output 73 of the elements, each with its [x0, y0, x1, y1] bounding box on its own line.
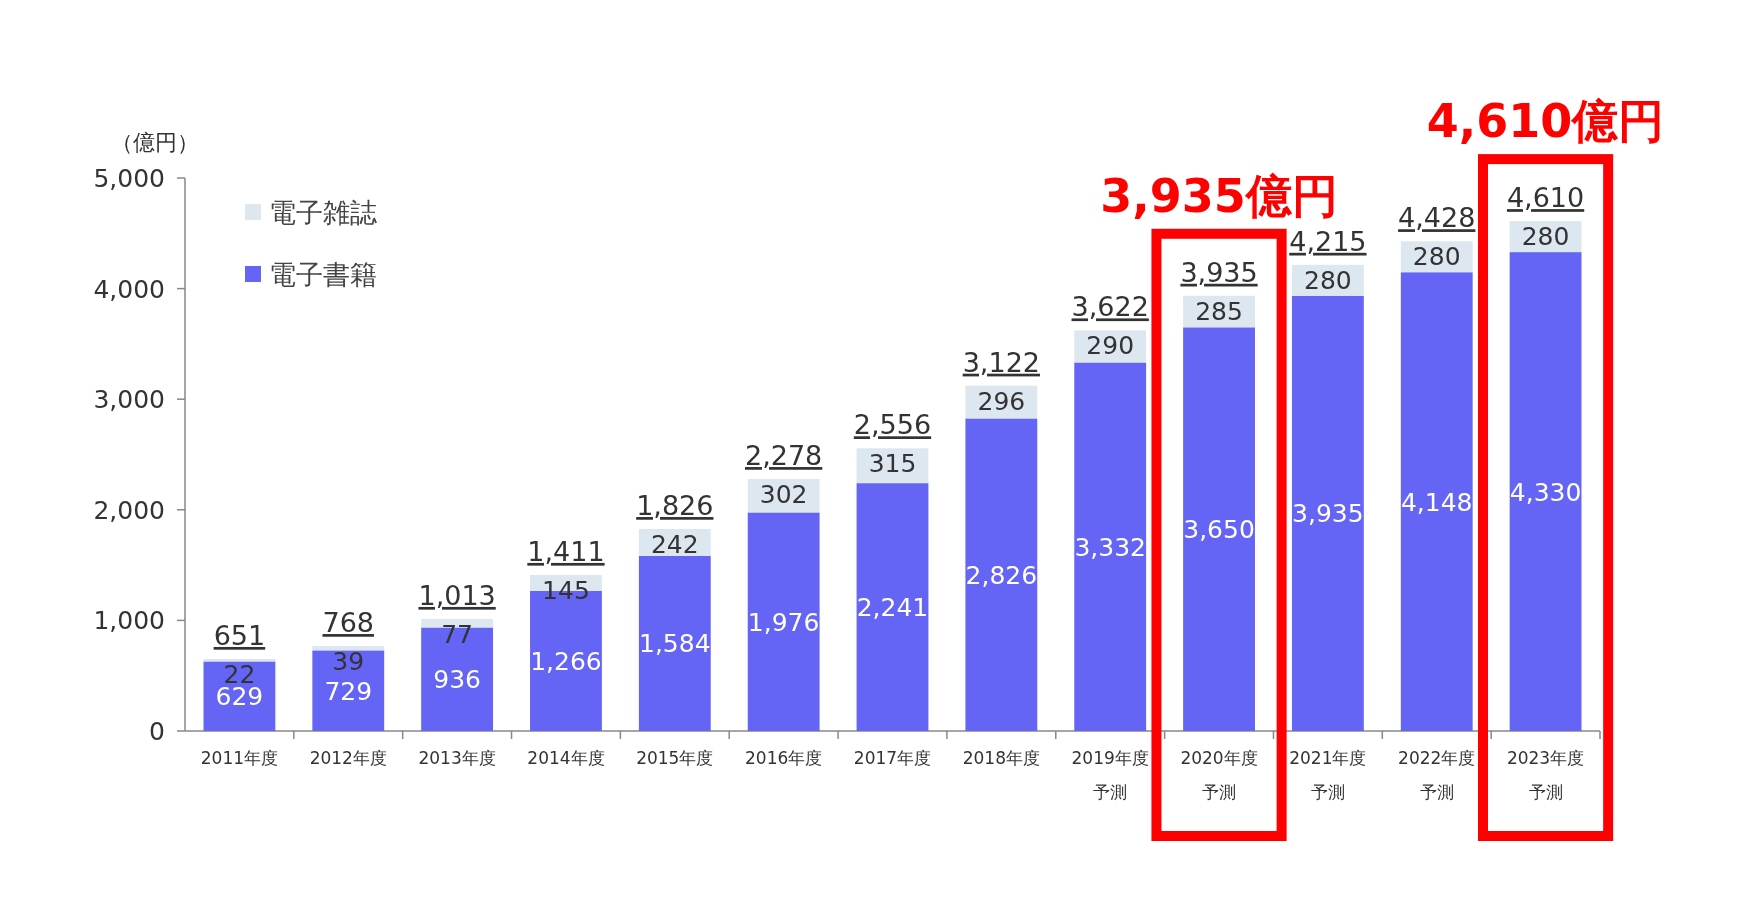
- data-label: 629: [215, 682, 264, 712]
- x-tick-label: 2016年度: [744, 747, 824, 770]
- total-label: 1,411: [527, 535, 605, 567]
- x-tick-label: 2022年度予測: [1397, 747, 1477, 804]
- bar: [312, 650, 385, 731]
- data-label: 1,584: [639, 629, 711, 659]
- total-label: 3,122: [962, 346, 1040, 378]
- y-tick-label: 3,000: [93, 385, 165, 415]
- data-label: 936: [433, 665, 481, 695]
- total-label: 4,428: [1398, 202, 1476, 234]
- total-label: 1,013: [418, 579, 496, 611]
- y-tick-label: 4,000: [93, 274, 165, 304]
- data-label: 729: [324, 676, 373, 706]
- data-label: 2,241: [856, 593, 929, 623]
- data-label: 3,332: [1074, 532, 1146, 562]
- data-label: 280: [1304, 265, 1352, 295]
- data-label: 280: [1521, 222, 1570, 252]
- data-label: 302: [759, 480, 808, 510]
- data-label: 242: [650, 530, 699, 560]
- x-tick-label: 2019年度予測: [1070, 747, 1150, 804]
- y-tick-label: 1,000: [93, 606, 165, 636]
- data-label: 296: [977, 386, 1026, 416]
- total-label: 2,556: [853, 409, 932, 441]
- data-label: 2,826: [965, 560, 1038, 590]
- y-axis-title: （億円）: [111, 130, 199, 155]
- legend-label: 電子雑誌: [269, 197, 377, 228]
- x-tick-label: 2011年度: [199, 747, 280, 770]
- total-label: 651: [213, 620, 266, 651]
- total-label: 4,610: [1506, 182, 1585, 214]
- y-tick-label: 0: [149, 717, 165, 746]
- x-tick-label: 2020年度予測: [1179, 747, 1259, 804]
- total-label: 3,935: [1180, 256, 1258, 288]
- data-label: 4,148: [1400, 487, 1473, 517]
- bar: [856, 483, 929, 731]
- x-tick-label: 2015年度: [635, 747, 715, 770]
- data-label: 77: [441, 619, 474, 649]
- data-label: 315: [868, 449, 917, 479]
- data-label: 39: [332, 647, 365, 677]
- x-tick-label: 2023年度予測: [1505, 747, 1586, 804]
- bar: [1509, 252, 1582, 731]
- total-label: 3,622: [1071, 291, 1149, 323]
- legend-label: 電子書籍: [269, 259, 377, 290]
- total-label: 768: [322, 607, 375, 639]
- x-tick-label: 2017年度: [852, 747, 933, 770]
- bar: [1183, 327, 1255, 731]
- x-tick-label: 2021年度予測: [1288, 747, 1368, 804]
- data-label: 4,330: [1509, 477, 1582, 507]
- annotation: 3,935億円: [1100, 168, 1338, 223]
- x-tick-label: 2013年度: [417, 747, 497, 770]
- data-label: 280: [1412, 242, 1461, 272]
- bar: [747, 512, 820, 731]
- y-tick-label: 2,000: [93, 495, 165, 525]
- bar: [1074, 362, 1147, 731]
- total-label: 1,826: [636, 490, 714, 522]
- bar: [965, 418, 1038, 731]
- bar: [312, 646, 385, 651]
- data-label: 285: [1195, 296, 1243, 326]
- annotation: 4,610億円: [1426, 94, 1665, 149]
- bar: [1400, 272, 1473, 731]
- bar: [421, 627, 494, 731]
- total-label: 4,215: [1289, 225, 1367, 257]
- x-tick-label: 2012年度: [308, 747, 388, 770]
- total-label: 2,278: [745, 440, 823, 472]
- y-tick-label: 5,000: [93, 164, 165, 193]
- data-label: 3,935: [1292, 499, 1364, 529]
- bar: [1291, 295, 1364, 731]
- x-tick-label: 2018年度: [961, 747, 1041, 770]
- data-label: 3,650: [1183, 515, 1255, 545]
- data-label: 1,266: [530, 646, 602, 676]
- bar: [638, 555, 711, 731]
- data-label: 290: [1086, 331, 1135, 361]
- data-label: 1,976: [747, 607, 820, 637]
- x-tick-label: 2014年度: [526, 747, 606, 770]
